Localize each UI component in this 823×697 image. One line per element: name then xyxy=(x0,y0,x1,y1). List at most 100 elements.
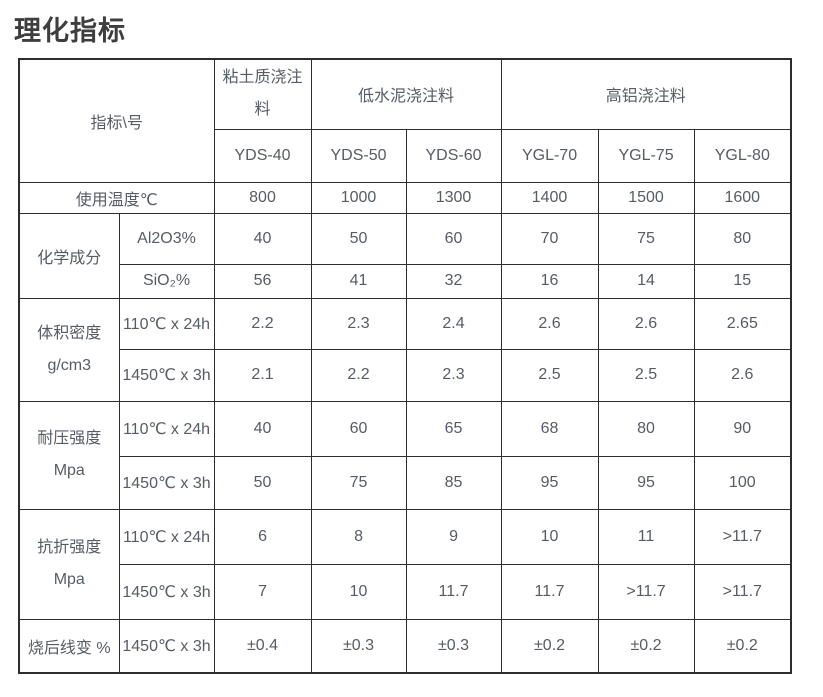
data-cell: >11.7 xyxy=(693,508,792,565)
data-cell: 50 xyxy=(310,212,407,265)
data-cell: >11.7 xyxy=(597,563,695,620)
section-label-linear-change: 烧后线变 % xyxy=(18,618,120,674)
group-header-lowcement: 低水泥浇注料 xyxy=(310,58,502,130)
sub-label: 110℃ x 24h xyxy=(118,508,215,565)
data-cell: ±0.4 xyxy=(213,618,312,674)
page-title: 理化指标 xyxy=(14,16,126,46)
corner-cell: 指标\号 xyxy=(18,58,215,183)
section-label-line: Mpa xyxy=(53,462,85,479)
data-cell: 80 xyxy=(597,400,695,457)
data-cell: 11.7 xyxy=(405,563,502,620)
data-cell: 60 xyxy=(405,212,502,265)
sub-label: SiO₂% xyxy=(118,263,215,299)
section-label-line: Mpa xyxy=(53,571,85,588)
product-code: YGL-80 xyxy=(693,128,792,183)
data-cell: 10 xyxy=(500,508,599,565)
data-cell: 16 xyxy=(500,263,599,299)
sub-label: 1450℃ x 3h xyxy=(118,348,215,402)
data-cell: ±0.2 xyxy=(500,618,599,674)
data-cell: 75 xyxy=(310,455,407,510)
data-cell: ±0.3 xyxy=(405,618,502,674)
data-cell: 11 xyxy=(597,508,695,565)
data-cell: 80 xyxy=(693,212,792,265)
section-label-compressive: 耐压强度 Mpa xyxy=(18,400,120,510)
data-cell: 56 xyxy=(213,263,312,299)
data-cell: 11.7 xyxy=(500,563,599,620)
data-cell: >11.7 xyxy=(693,563,792,620)
data-cell: ±0.2 xyxy=(597,618,695,674)
data-cell: 2.3 xyxy=(405,348,502,402)
header-group-row: 指标\号 粘土质浇注料 低水泥浇注料 高铝浇注料 xyxy=(18,58,792,183)
data-cell: 10 xyxy=(310,563,407,620)
product-code: YGL-75 xyxy=(597,128,695,183)
data-cell: 7 xyxy=(213,563,312,620)
table-row-sio2: SiO₂% 56 41 32 16 14 15 xyxy=(19,263,792,299)
data-cell: 2.1 xyxy=(213,348,312,402)
data-cell: 2.65 xyxy=(693,297,792,350)
data-cell: 85 xyxy=(405,455,502,510)
group-header-highalumina: 高铝浇注料 xyxy=(500,58,792,130)
data-cell: 32 xyxy=(405,263,502,299)
data-cell: 65 xyxy=(405,400,502,457)
data-cell: 60 xyxy=(310,400,407,457)
spec-table: 指标\号 粘土质浇注料 低水泥浇注料 高铝浇注料 YDS-40 YDS-50 Y… xyxy=(18,58,793,674)
sub-label: 1450℃ x 3h xyxy=(118,455,215,510)
table-row-flexural-1450: 1450℃ x 3h 7 10 11.7 11.7 >11.7 >11.7 xyxy=(19,563,792,620)
data-cell: 15 xyxy=(693,263,792,299)
table-row-density-110: 体积密度 g/cm3 110℃ x 24h 2.2 2.3 2.4 2.6 2.… xyxy=(18,297,792,402)
table-row-flexural-110: 抗折强度 Mpa 110℃ x 24h 6 8 9 10 11 >11.7 xyxy=(18,508,792,620)
data-cell: 40 xyxy=(213,400,312,457)
data-cell: 95 xyxy=(597,455,695,510)
data-cell: ±0.2 xyxy=(693,618,792,674)
data-cell: 8 xyxy=(310,508,407,565)
sub-label: 1450℃ x 3h xyxy=(118,618,215,674)
data-cell: 2.5 xyxy=(500,348,599,402)
data-cell: 2.6 xyxy=(693,348,792,402)
group-header-clay-label: 粘土质浇注料 xyxy=(222,69,303,119)
table-row-temperature: 使用温度℃ 800 1000 1300 1400 1500 1600 xyxy=(18,181,792,214)
section-label-line: g/cm3 xyxy=(47,356,92,374)
table-row-al2o3: 化学成分 Al2O3% 40 50 60 70 75 80 xyxy=(18,212,792,299)
data-cell: ±0.3 xyxy=(310,618,407,674)
section-label-flexural: 抗折强度 Mpa xyxy=(18,508,120,620)
section-label-density: 体积密度 g/cm3 xyxy=(18,297,120,402)
header-code-row: YDS-40 YDS-50 YDS-60 YGL-70 YGL-75 YGL-8… xyxy=(19,128,792,183)
data-cell: 70 xyxy=(500,212,599,265)
data-cell: 95 xyxy=(500,455,599,510)
data-cell: 1600 xyxy=(693,181,792,214)
section-label-line: 抗折强度 xyxy=(37,539,102,556)
table-row-density-1450: 1450℃ x 3h 2.1 2.2 2.3 2.5 2.5 2.6 xyxy=(19,348,792,402)
sub-label: 1450℃ x 3h xyxy=(118,563,215,620)
product-code: YGL-70 xyxy=(500,128,599,183)
data-cell: 40 xyxy=(213,212,312,265)
group-header-clay: 粘土质浇注料 xyxy=(213,58,312,130)
data-cell: 9 xyxy=(405,508,502,565)
product-code: YDS-60 xyxy=(405,128,502,183)
product-code: YDS-40 xyxy=(213,128,312,183)
data-cell: 1500 xyxy=(597,181,695,214)
sub-label: 110℃ x 24h xyxy=(118,297,215,350)
table-row-compressive-1450: 1450℃ x 3h 50 75 85 95 95 100 xyxy=(19,455,792,510)
data-cell: 2.6 xyxy=(597,297,695,350)
row-label: 使用温度℃ xyxy=(18,181,215,214)
data-cell: 6 xyxy=(213,508,312,565)
data-cell: 100 xyxy=(693,455,792,510)
data-cell: 68 xyxy=(500,400,599,457)
data-cell: 800 xyxy=(213,181,312,214)
data-cell: 14 xyxy=(597,263,695,299)
table-row-compressive-110: 耐压强度 Mpa 110℃ x 24h 40 60 65 68 80 90 xyxy=(18,400,792,510)
table-row-linear-change: 烧后线变 % 1450℃ x 3h ±0.4 ±0.3 ±0.3 ±0.2 ±0… xyxy=(18,618,792,674)
data-cell: 2.4 xyxy=(405,297,502,350)
sub-label: 110℃ x 24h xyxy=(118,400,215,457)
section-label-line: 耐压强度 xyxy=(37,430,102,447)
section-label-line: 体积密度 xyxy=(37,324,102,342)
sub-label: Al2O3% xyxy=(118,212,215,265)
section-label-chem: 化学成分 xyxy=(18,212,120,299)
data-cell: 2.3 xyxy=(310,297,407,350)
data-cell: 2.2 xyxy=(213,297,312,350)
data-cell: 50 xyxy=(213,455,312,510)
data-cell: 2.5 xyxy=(597,348,695,402)
data-cell: 75 xyxy=(597,212,695,265)
data-cell: 90 xyxy=(693,400,792,457)
data-cell: 1400 xyxy=(500,181,599,214)
